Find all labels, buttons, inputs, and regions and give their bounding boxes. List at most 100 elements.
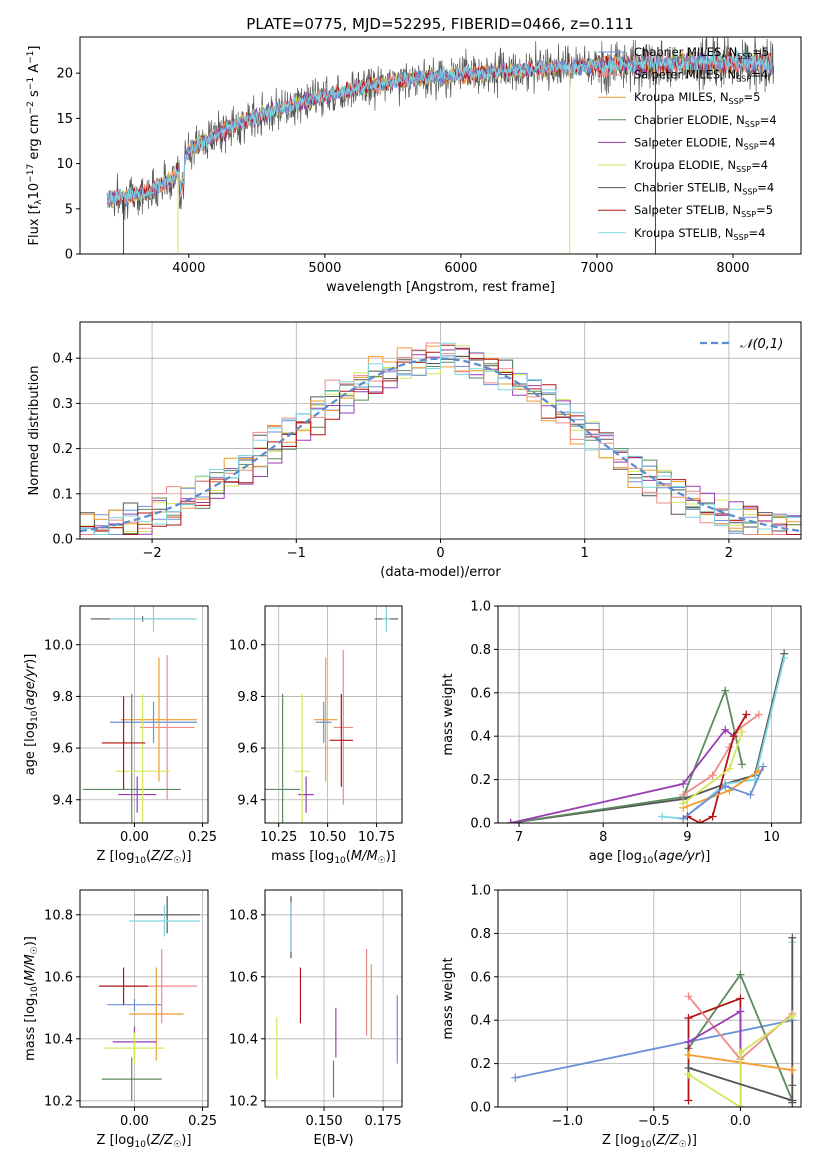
panel-spectrum: 4000 5000 6000 7000 8000 0 5 10 15 20 wavelength [… bbox=[26, 36, 802, 295]
x-tick-label: 10.25 bbox=[260, 830, 297, 845]
weight-point-marker bbox=[759, 762, 768, 771]
x-tick-label: 9 bbox=[683, 830, 691, 845]
axes-frame bbox=[79, 889, 209, 1108]
panel-massweight_vs_age: 7 8 9 10 0.0 0.2 0.4 0.6 0.8 1.0 age [log10(age/yr… bbox=[441, 600, 802, 866]
y-tick-label: 0.1 bbox=[52, 487, 73, 502]
weight-point-marker bbox=[738, 727, 747, 736]
normal-curve bbox=[80, 357, 801, 533]
weight-point-marker bbox=[506, 819, 515, 823]
weight-point-marker bbox=[788, 1096, 797, 1105]
x-tick-label: 4000 bbox=[172, 261, 205, 276]
y-tick-label: 0.8 bbox=[470, 927, 491, 942]
x-tick-label: 6000 bbox=[444, 261, 477, 276]
y-tick-label: 0.4 bbox=[52, 352, 73, 367]
y-tick-label: 0.2 bbox=[52, 442, 73, 457]
x-tick-label: 10 bbox=[763, 830, 780, 845]
legend-label: Salpeter MILES, NSSP=4 bbox=[634, 68, 768, 84]
x-tick-label: 8000 bbox=[716, 261, 749, 276]
weight-point-marker bbox=[742, 710, 751, 719]
weight-line-chabrier_miles bbox=[682, 766, 764, 820]
x-axis-label: Z [log10(Z/Z☉)] bbox=[602, 1133, 697, 1150]
weight-point-marker bbox=[736, 994, 745, 1003]
y-tick-label: 0 bbox=[65, 248, 73, 263]
weight-line-salpeter_elodie bbox=[510, 728, 735, 823]
weight-point-marker bbox=[746, 790, 755, 799]
x-axis-label: mass [log10(M/M☉)] bbox=[271, 849, 396, 866]
spectrum-line-kroupa_stelib bbox=[106, 49, 772, 205]
y-tick-label: 10.4 bbox=[229, 1032, 258, 1047]
panel-mass_vs_ebv: 0.150 0.175 10.2 10.4 10.6 10.8 E(B-V) bbox=[229, 889, 403, 1148]
legend-label: Kroupa ELODIE, NSSP=4 bbox=[634, 158, 768, 174]
y-tick-label: 0.0 bbox=[52, 533, 73, 548]
y-tick-label: 9.4 bbox=[52, 793, 73, 808]
y-axis-label: mass weight bbox=[441, 673, 456, 755]
axes-frame bbox=[79, 605, 209, 824]
x-tick-label: 0 bbox=[436, 546, 444, 561]
legend-label: Kroupa MILES, NSSP=5 bbox=[634, 90, 760, 106]
x-axis-label: wavelength [Angstrom, rest frame] bbox=[326, 280, 555, 295]
weight-line-chabrier_stelib bbox=[688, 1067, 793, 1102]
y-tick-label: 20 bbox=[56, 67, 73, 82]
weight-point-marker bbox=[679, 799, 688, 808]
weight-point-marker bbox=[684, 1050, 693, 1059]
weight-point-marker bbox=[736, 1048, 745, 1057]
weight-point-marker bbox=[788, 1066, 797, 1075]
axes-frame bbox=[264, 605, 403, 824]
weight-point-marker bbox=[679, 790, 688, 799]
legend: Chabrier MILES, NSSP=5 Salpeter MILES, NS… bbox=[598, 45, 777, 242]
y-tick-label: 10.2 bbox=[229, 1094, 258, 1109]
plot-area bbox=[82, 606, 198, 823]
x-tick-label: 1 bbox=[581, 546, 589, 561]
y-tick-label: 9.8 bbox=[52, 690, 73, 705]
y-tick-label: 10.0 bbox=[229, 638, 258, 653]
weight-point-marker bbox=[684, 992, 693, 1001]
weight-point-marker bbox=[684, 1063, 693, 1072]
y-tick-label: 10 bbox=[56, 157, 73, 172]
y-tick-label: 10.8 bbox=[229, 908, 258, 923]
y-tick-label: 5 bbox=[65, 202, 73, 217]
weight-line-chabrier_stelib bbox=[510, 653, 786, 823]
weight-point-marker bbox=[754, 710, 763, 719]
legend-label: Kroupa STELIB, NSSP=4 bbox=[634, 226, 765, 242]
panel-residuals: −2 −1 0 1 2 0.0 0.1 0.2 0.3 0.4 𝒩(0,1) (data-model)… bbox=[27, 321, 802, 580]
y-tick-label: 15 bbox=[56, 112, 73, 127]
y-axis-label: mass [log10(M/M☉)] bbox=[23, 936, 40, 1061]
x-tick-label: 0.150 bbox=[305, 1114, 342, 1129]
y-axis-label: Normed distribution bbox=[27, 366, 42, 496]
x-tick-label: 0.00 bbox=[120, 1114, 149, 1129]
axes-frame bbox=[497, 605, 802, 824]
legend-label: Chabrier STELIB, NSSP=4 bbox=[634, 181, 774, 197]
x-tick-label: 7 bbox=[515, 830, 523, 845]
weight-line-kroupa_elodie bbox=[682, 731, 743, 805]
y-tick-label: 10.6 bbox=[44, 970, 73, 985]
weight-point-marker bbox=[511, 1073, 520, 1082]
x-axis-label: E(B-V) bbox=[313, 1133, 353, 1148]
weight-point-marker bbox=[788, 933, 797, 942]
y-axis-label: Flux [fλ10−17 erg cm−2 s−1 A−1] bbox=[26, 46, 44, 246]
y-tick-label: 1.0 bbox=[470, 600, 491, 615]
y-tick-label: 0.4 bbox=[470, 1014, 491, 1029]
plot-area bbox=[511, 933, 797, 1107]
x-axis-label: Z [log10(Z/Z☉)] bbox=[97, 849, 192, 866]
weight-point-marker bbox=[780, 654, 789, 663]
weight-line-chabrier_miles bbox=[515, 1019, 793, 1079]
y-tick-label: 10.2 bbox=[44, 1094, 73, 1109]
weight-point-marker bbox=[788, 1081, 797, 1090]
axes-frame bbox=[264, 889, 403, 1108]
x-tick-label: 2 bbox=[725, 546, 733, 561]
x-tick-label: 7000 bbox=[580, 261, 613, 276]
weight-point-marker bbox=[736, 970, 745, 979]
plot-area bbox=[265, 606, 399, 823]
panel-mass_vs_Z: 0.00 0.25 10.2 10.4 10.6 10.8 Z [log10(Z/Z☉)] m… bbox=[23, 889, 217, 1150]
y-tick-label: 0.2 bbox=[470, 1057, 491, 1072]
x-axis-label: Z [log10(Z/Z☉)] bbox=[97, 1133, 192, 1150]
y-tick-label: 9.6 bbox=[237, 742, 258, 757]
y-tick-label: 9.6 bbox=[52, 742, 73, 757]
panel-massweight_vs_Z: −1.0 −0.5 0.0 0.0 0.2 0.4 0.6 0.8 1.0 Z [log10(Z/… bbox=[441, 884, 802, 1150]
y-axis-label: mass weight bbox=[441, 957, 456, 1039]
legend-label: Chabrier MILES, NSSP=5 bbox=[634, 45, 769, 61]
y-tick-label: 9.4 bbox=[237, 793, 258, 808]
y-tick-label: 0.4 bbox=[470, 730, 491, 745]
figure-title: PLATE=0775, MJD=52295, FIBERID=0466, z=0… bbox=[246, 15, 633, 33]
x-tick-label: 5000 bbox=[308, 261, 341, 276]
